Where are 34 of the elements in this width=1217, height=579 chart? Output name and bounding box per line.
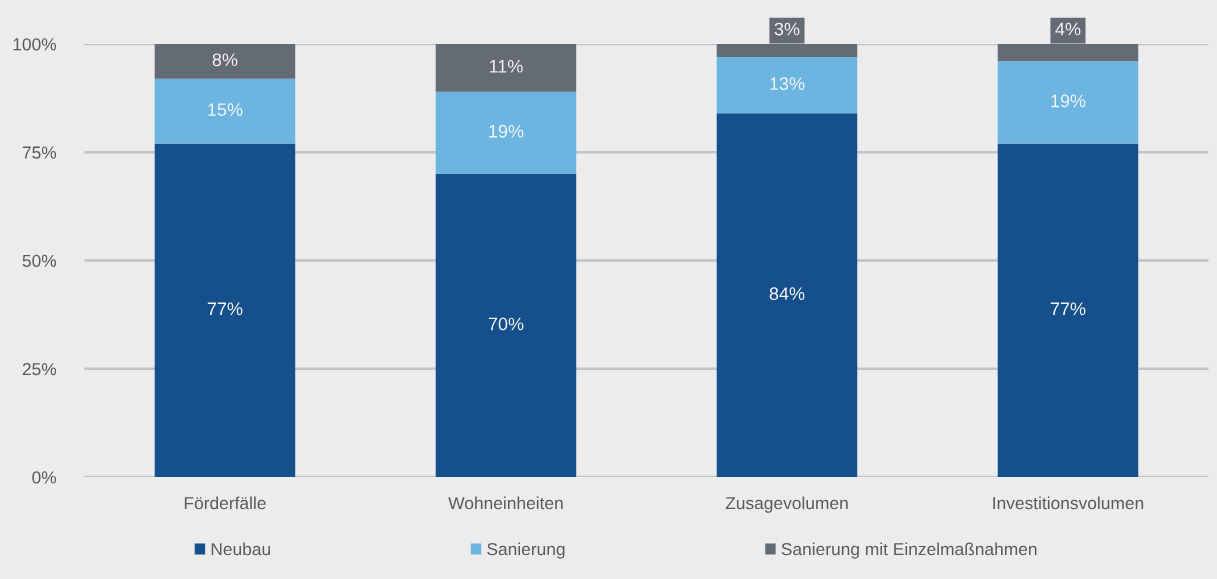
bar bbox=[997, 61, 1139, 144]
bar bbox=[997, 143, 1139, 478]
data-label: 84% bbox=[769, 287, 805, 301]
legend-label: Sanierung mit Einzelmaßnahmen bbox=[781, 542, 1037, 559]
data-label: 77% bbox=[207, 302, 243, 316]
y-tick-label: 100% bbox=[13, 38, 57, 51]
x-tick-label: Zusagevolumen bbox=[725, 496, 848, 513]
data-label: 13% bbox=[770, 77, 805, 90]
y-tick-label: 50% bbox=[22, 254, 57, 268]
bar bbox=[435, 91, 577, 174]
bar bbox=[435, 173, 577, 478]
data-label: 4% bbox=[1055, 22, 1081, 36]
x-tick-label: Wohneinheiten bbox=[448, 496, 563, 510]
legend-label: Neubau bbox=[211, 542, 270, 556]
y-tick-label: 0% bbox=[32, 471, 57, 484]
bar bbox=[716, 113, 858, 478]
data-label: 11% bbox=[489, 59, 523, 73]
data-label: 19% bbox=[489, 124, 524, 138]
bar bbox=[435, 44, 577, 92]
data-label: 77% bbox=[1050, 302, 1086, 316]
y-tick-label: 25% bbox=[22, 362, 57, 376]
x-tick-label: Förderfälle bbox=[184, 496, 266, 510]
bar bbox=[154, 143, 296, 478]
data-label: 19% bbox=[1051, 94, 1086, 108]
legend-label: Sanierung bbox=[487, 542, 565, 559]
bar bbox=[154, 44, 296, 79]
data-label: 15% bbox=[208, 103, 243, 116]
data-label: 3% bbox=[774, 22, 800, 36]
y-tick-label: 75% bbox=[22, 146, 57, 159]
data-label: 8% bbox=[212, 53, 238, 67]
bar bbox=[154, 78, 296, 144]
data-label: 70% bbox=[488, 317, 524, 331]
bar bbox=[716, 57, 858, 114]
x-tick-label: Investitionsvolumen bbox=[993, 496, 1144, 510]
